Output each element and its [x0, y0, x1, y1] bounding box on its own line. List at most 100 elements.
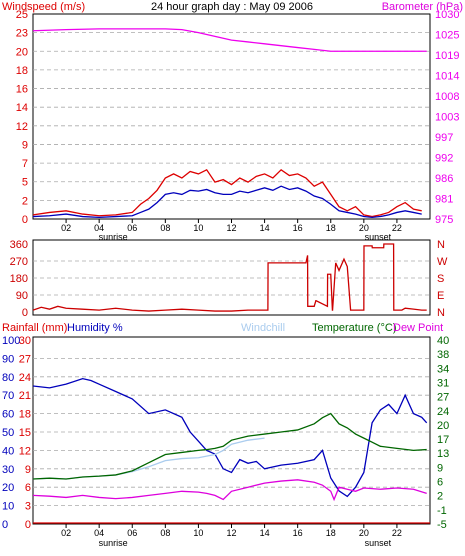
rain-tick-label: 21: [19, 390, 31, 402]
rainfall-label: Rainfall (mm): [2, 322, 67, 334]
x-tick-label: 22: [392, 528, 402, 538]
rain-tick-label: 27: [19, 353, 31, 365]
humidity-tick-label: 40: [2, 445, 14, 457]
temp-tick-label: 38: [437, 349, 449, 361]
temp-tick-label: 13: [437, 448, 449, 460]
x-tick-label: 06: [127, 528, 137, 538]
rain-tick-label: 12: [19, 445, 31, 457]
direction-tick-label: 180: [10, 273, 28, 285]
baro-tick-label: 975: [435, 214, 453, 226]
x-tick-label: 20: [359, 528, 369, 538]
barometer-label: Barometer (hPa): [382, 1, 463, 13]
rain-tick-label: 9: [25, 464, 31, 476]
direction-series-line: [32, 243, 427, 312]
x-tick-label: 10: [193, 223, 203, 233]
sunrise-label: sunrise: [99, 232, 128, 242]
x-tick-label: 02: [61, 223, 71, 233]
sunset-label: sunset: [365, 538, 392, 548]
baro-tick-label: 986: [435, 173, 453, 185]
direction-tick-label: 0: [22, 307, 28, 319]
wind-tick-label: 14: [16, 102, 28, 114]
humidity-tick-label: 10: [2, 501, 14, 513]
rain-tick-label: 6: [25, 482, 31, 494]
wind-series-line: [32, 168, 422, 218]
baro-tick-label: 1025: [435, 30, 459, 42]
temp-tick-label: 6: [437, 477, 443, 489]
baro-tick-label: 997: [435, 132, 453, 144]
wind-tick-label: 23: [16, 28, 28, 40]
rain-tick-label: 30: [19, 335, 31, 347]
humidity-tick-label: 0: [2, 519, 8, 531]
x-tick-label: 14: [260, 223, 270, 233]
x-tick-label: 14: [260, 528, 270, 538]
baro-tick-label: 1008: [435, 91, 459, 103]
compass-tick-label: W: [437, 256, 448, 268]
wind-tick-label: 0: [22, 214, 28, 226]
rain-tick-label: 3: [25, 501, 31, 513]
direction-tick-label: 270: [10, 256, 28, 268]
compass-tick-label: N: [437, 239, 445, 251]
wind-tick-label: 9: [22, 139, 28, 151]
baro-tick-label: 1003: [435, 112, 459, 124]
temp-tick-label: 9: [437, 462, 443, 474]
sunrise-label: sunrise: [99, 538, 128, 548]
wind-tick-label: 16: [16, 84, 28, 96]
temp-tick-label: -1: [437, 505, 447, 517]
gust-series-line: [32, 185, 422, 219]
x-tick-label: 08: [160, 223, 170, 233]
windchill-series-line: [32, 437, 265, 480]
temp-tick-label: 40: [437, 335, 449, 347]
x-tick-label: 08: [160, 528, 170, 538]
wind-tick-label: 20: [16, 46, 28, 58]
wind-tick-label: 25: [16, 9, 28, 21]
x-tick-label: 22: [392, 223, 402, 233]
dewpoint-label: Dew Point: [393, 322, 443, 334]
rain-tick-label: 15: [19, 427, 31, 439]
baro-tick-label: 1014: [435, 71, 459, 83]
temp-tick-label: 2: [437, 491, 443, 503]
x-tick-label: 12: [226, 528, 236, 538]
rain-tick-label: 18: [19, 409, 31, 421]
baro-tick-label: 1019: [435, 50, 459, 62]
humidity-tick-label: 90: [2, 353, 14, 365]
x-tick-label: 02: [61, 528, 71, 538]
baro-tick-label: 1030: [435, 9, 459, 21]
humidity-tick-label: 80: [2, 372, 14, 384]
compass-tick-label: S: [437, 273, 444, 285]
rain-tick-label: 24: [19, 372, 31, 384]
temp-tick-label: 17: [437, 434, 449, 446]
chart-title: 24 hour graph day : May 09 2006: [151, 1, 313, 13]
humidity-tick-label: 20: [2, 482, 14, 494]
humidity-tick-label: 50: [2, 427, 14, 439]
humidity-label: Humidity %: [67, 322, 123, 334]
humidity-tick-label: 30: [2, 464, 14, 476]
x-tick-label: 16: [293, 528, 303, 538]
wind-label: Windspeed (m/s): [2, 1, 85, 13]
x-tick-label: 12: [226, 223, 236, 233]
x-tick-label: 18: [326, 528, 336, 538]
wind-tick-label: 5: [22, 177, 28, 189]
x-tick-label: 10: [193, 528, 203, 538]
humidity-series-line: [32, 377, 428, 498]
wind-tick-label: 12: [16, 121, 28, 133]
humidity-tick-label: 70: [2, 390, 14, 402]
wind-tick-label: 18: [16, 65, 28, 77]
x-tick-label: 16: [293, 223, 303, 233]
compass-tick-label: N: [437, 307, 445, 319]
temperature-label: Temperature (°C): [312, 322, 396, 334]
humidity-tick-label: 60: [2, 409, 14, 421]
panel1-frame: [32, 13, 431, 220]
baro-series-line: [32, 28, 427, 52]
baro-tick-label: 992: [435, 153, 453, 165]
humidity-tick-label: 100: [2, 335, 20, 347]
dew-series-line: [32, 479, 427, 502]
temp-tick-label: 31: [437, 377, 449, 389]
temp-tick-label: 27: [437, 392, 449, 404]
temp-tick-label: 24: [437, 406, 449, 418]
wind-tick-label: 7: [22, 158, 28, 170]
sunset-label: sunset: [365, 232, 392, 242]
rain-tick-label: 0: [25, 519, 31, 531]
x-tick-label: 20: [359, 223, 369, 233]
